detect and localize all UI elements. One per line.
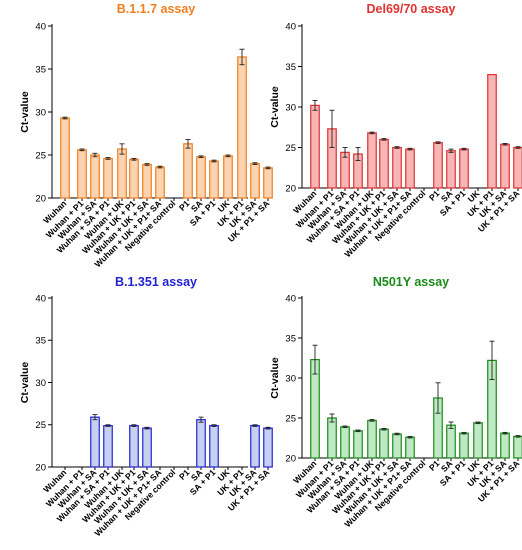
bar [473,422,483,459]
bar [196,156,206,199]
chart-title: Del69/70 assay [367,2,456,16]
y-tick-label: 30 [35,107,46,118]
chart-panel-2: B.1.351 assayCt-value2025303540WuhanWuha… [19,275,273,538]
bar [237,56,247,199]
chart-panel-0: B.1.1.7 assayCt-value2025303540WuhanWuha… [19,2,273,269]
bar [196,419,206,468]
y-tick-label: 35 [35,336,46,347]
bar [250,163,260,199]
bar [209,424,219,468]
chart-title: B.1.1.7 assay [117,2,196,16]
bar [487,73,497,189]
bar [513,435,522,459]
y-tick-label: 30 [285,102,296,113]
y-tick-label: 35 [285,62,296,73]
bar [77,149,87,199]
bar [446,424,456,459]
bar [367,132,377,189]
chart-title: N501Y assay [373,275,449,289]
y-tick-label: 40 [35,293,46,304]
bar [459,148,469,189]
bar [223,155,233,199]
bar [129,158,139,199]
chart-title: B.1.351 assay [115,275,197,289]
bar [90,416,100,468]
bar [327,417,337,459]
bar [392,146,402,189]
y-tick-label: 25 [35,420,46,431]
y-axis-label: Ct-value [19,362,31,404]
bar [103,424,113,468]
y-axis-label: Ct-value [19,91,31,133]
y-tick-label: 30 [35,378,46,389]
bar [405,436,415,459]
bar [90,154,100,199]
y-tick-label: 40 [285,21,296,32]
bar [340,426,350,459]
bar [263,427,273,468]
y-axis-label: Ct-value [269,86,281,128]
bar [340,151,350,189]
y-tick-label: 20 [35,193,46,204]
bar [117,148,127,199]
bar [263,167,273,199]
bar [103,157,113,199]
bar [405,148,415,189]
bar [129,424,139,468]
bar [379,138,389,189]
chart-panel-1: Del69/70 assayCt-value2025303540WuhanWuh… [269,2,522,259]
bar [250,424,260,468]
bar [310,104,320,189]
bar [433,142,443,189]
y-tick-label: 25 [35,150,46,161]
bar [209,160,219,199]
y-tick-label: 35 [285,333,296,344]
bar [142,427,152,468]
chart-panel-3: N501Y assayCt-value2025303540WuhanWuhan … [269,275,522,529]
bar [379,428,389,459]
bar [500,432,510,459]
y-tick-label: 25 [285,143,296,154]
y-axis-label: Ct-value [269,357,281,399]
bar [142,163,152,199]
y-tick-label: 25 [285,413,296,424]
bar [353,430,363,459]
bar [513,146,522,189]
bar [500,143,510,189]
y-tick-label: 30 [285,373,296,384]
bar [60,117,70,199]
bar [446,150,456,189]
bar [155,166,165,199]
y-tick-label: 20 [285,183,296,194]
y-tick-label: 40 [285,293,296,304]
y-tick-label: 40 [35,21,46,32]
y-tick-label: 20 [35,462,46,473]
y-tick-label: 35 [35,64,46,75]
bar [367,419,377,459]
bar [392,433,402,459]
bar [183,143,193,199]
bar [459,432,469,459]
y-tick-label: 20 [285,453,296,464]
